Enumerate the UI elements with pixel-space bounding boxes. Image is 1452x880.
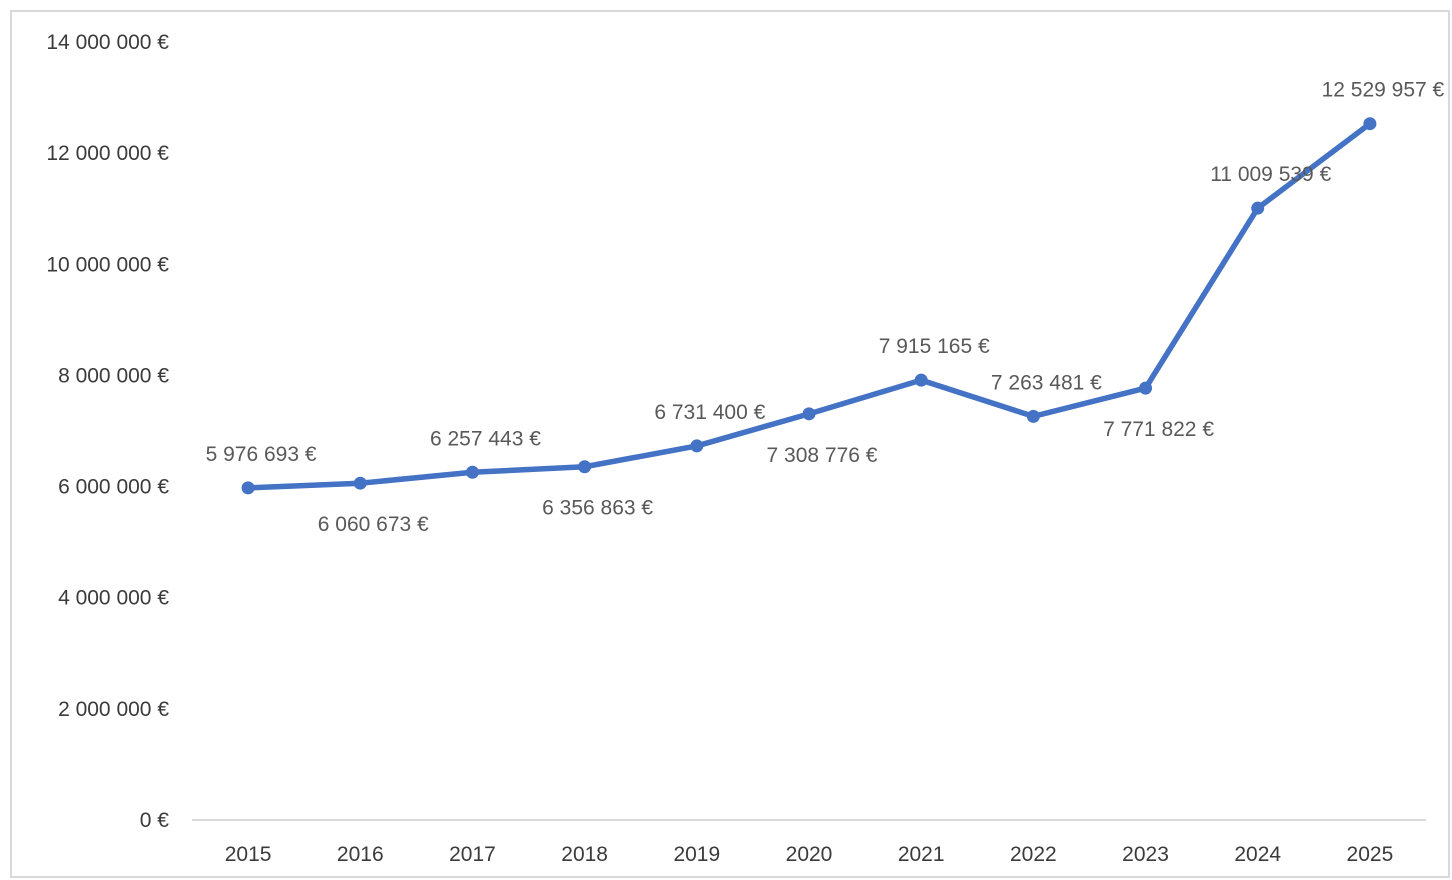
data-label: 7 915 165 €	[879, 335, 990, 358]
x-tick-label: 2017	[449, 843, 496, 866]
data-point	[578, 460, 592, 474]
x-tick-label: 2018	[561, 843, 608, 866]
x-tick-label: 2022	[1010, 843, 1057, 866]
data-point	[1363, 117, 1377, 131]
data-label: 6 257 443 €	[430, 427, 541, 450]
x-tick-label: 2020	[786, 843, 833, 866]
data-point	[241, 481, 255, 495]
data-point	[1251, 201, 1265, 215]
data-label: 6 731 400 €	[654, 401, 765, 424]
data-label: 7 771 822 €	[1103, 418, 1214, 441]
y-tick-label: 10 000 000 €	[46, 253, 169, 276]
data-label: 6 060 673 €	[318, 513, 429, 536]
data-point	[690, 439, 704, 453]
data-labels: 5 976 693 € 6 060 673 € 6 257 443 € 6 356 8…	[206, 79, 1445, 537]
x-tick-label: 2019	[673, 843, 720, 866]
data-label: 7 263 481 €	[991, 371, 1102, 394]
chart-frame	[10, 10, 1450, 878]
x-tick-label: 2016	[337, 843, 384, 866]
y-tick-label: 2 000 000 €	[58, 698, 169, 721]
x-tick-label: 2023	[1122, 843, 1169, 866]
data-label: 5 976 693 €	[206, 443, 317, 466]
data-point	[802, 407, 816, 421]
x-tick-label: 2025	[1347, 843, 1394, 866]
y-tick-label: 12 000 000 €	[46, 142, 169, 165]
x-axis: 2015 2016 2017 2018 2019 2020 2021 2022 2023 2024…	[192, 819, 1426, 866]
x-tick-label: 2024	[1234, 843, 1281, 866]
data-label: 12 529 957 €	[1322, 79, 1445, 102]
data-point	[1139, 381, 1153, 395]
data-point	[914, 373, 928, 387]
data-label: 6 356 863 €	[542, 497, 653, 520]
y-tick-label: 4 000 000 €	[58, 587, 169, 610]
data-label: 7 308 776 €	[767, 444, 878, 467]
x-tick-label: 2021	[898, 843, 945, 866]
data-label: 11 009 539 €	[1210, 163, 1331, 186]
x-tick-label: 2015	[225, 843, 272, 866]
series-group	[241, 117, 1377, 495]
data-point	[353, 476, 367, 490]
y-axis-ticks: 0 € 2 000 000 € 4 000 000 € 6 000 000 € 8 00…	[46, 31, 169, 832]
y-tick-label: 14 000 000 €	[46, 31, 169, 54]
y-tick-label: 0 €	[140, 809, 170, 832]
y-tick-label: 8 000 000 €	[58, 364, 169, 387]
data-point	[1026, 409, 1040, 423]
data-point	[465, 465, 479, 479]
y-tick-label: 6 000 000 €	[58, 476, 169, 499]
